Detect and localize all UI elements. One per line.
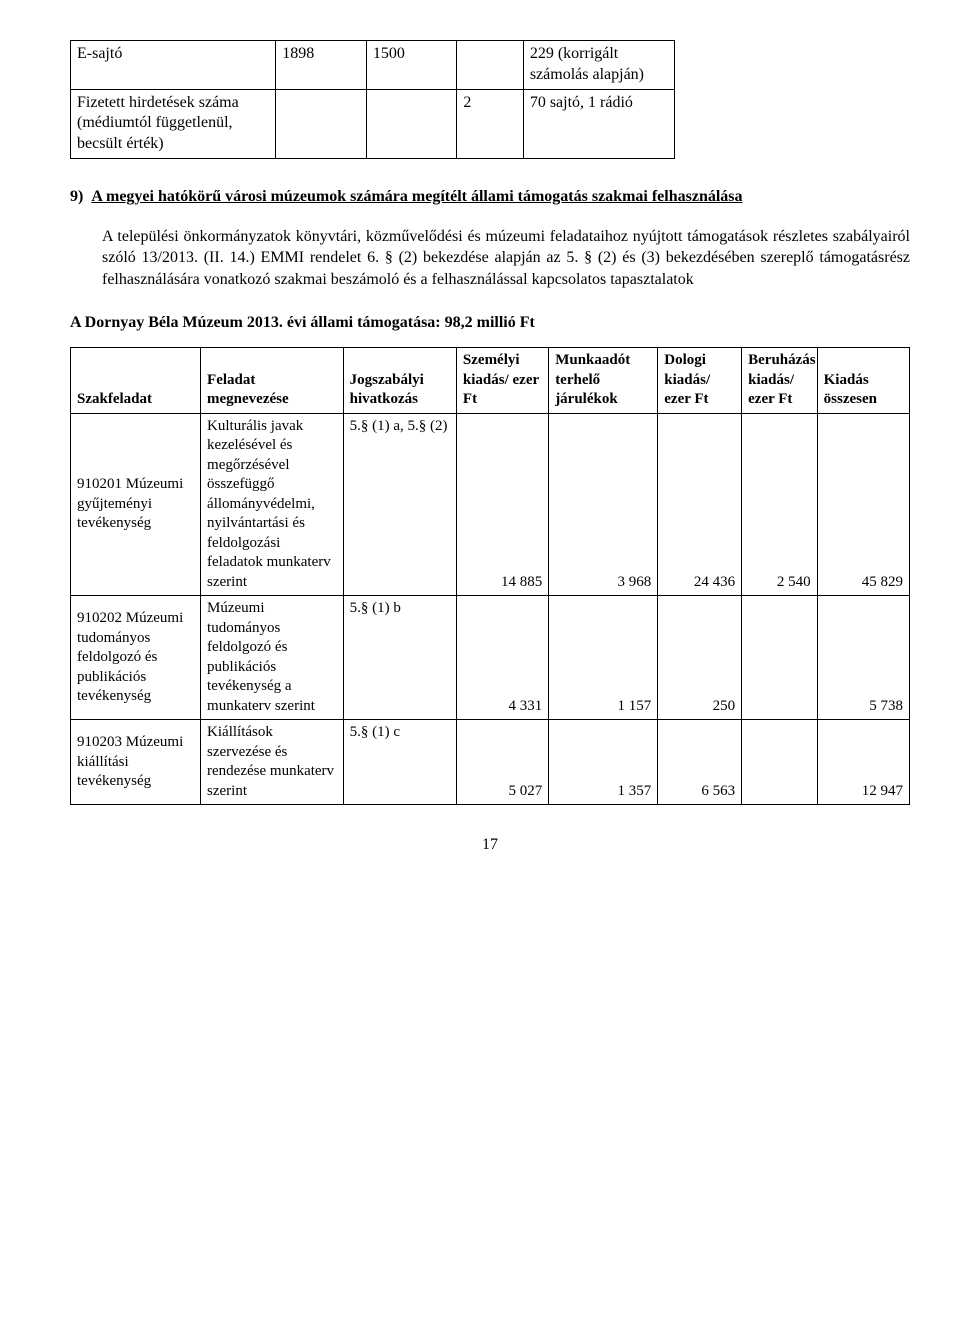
cell: 2: [457, 89, 523, 158]
table-header-row: Szakfeladat Feladat megnevezése Jogszabá…: [71, 348, 910, 414]
cell: [742, 596, 818, 720]
col-dologi: Dologi kiadás/ ezer Ft: [658, 348, 742, 414]
cell: 12 947: [817, 720, 909, 805]
col-szemelyi: Személyi kiadás/ ezer Ft: [456, 348, 548, 414]
cell: 5.§ (1) c: [343, 720, 456, 805]
cell: 910202 Múzeumi tudományos feldolgozó és …: [71, 596, 201, 720]
cell: Fizetett hirdetések száma (médiumtól füg…: [71, 89, 276, 158]
cell: 2 540: [742, 413, 818, 596]
cell: 45 829: [817, 413, 909, 596]
table-row: E-sajtó 1898 1500 229 (korrigált számolá…: [71, 41, 675, 90]
col-beruhazas: Beruházás kiadás/ ezer Ft: [742, 348, 818, 414]
page-number: 17: [70, 835, 910, 856]
col-munkaado: Munkaadót terhelő járulékok: [549, 348, 658, 414]
cell: 5.§ (1) b: [343, 596, 456, 720]
cell: 1 157: [549, 596, 658, 720]
cell: [457, 41, 523, 90]
table-row: 910203 Múzeumi kiállítási tevékenység Ki…: [71, 720, 910, 805]
cell: 910203 Múzeumi kiállítási tevékenység: [71, 720, 201, 805]
cell: 1 357: [549, 720, 658, 805]
subheading: A Dornyay Béla Múzeum 2013. évi állami t…: [70, 313, 910, 334]
section-number: 9): [70, 187, 83, 208]
cell: 250: [658, 596, 742, 720]
section-9-paragraph: A települési önkormányzatok könyvtári, k…: [102, 226, 910, 291]
table-row: 910201 Múzeumi gyűjteményi tevékenység K…: [71, 413, 910, 596]
section-9-heading: 9) A megyei hatókörű városi múzeumok szá…: [70, 187, 910, 208]
media-summary-table: E-sajtó 1898 1500 229 (korrigált számolá…: [70, 40, 675, 159]
cell: Kiállítások szervezése és rendezése munk…: [201, 720, 344, 805]
cell: 1898: [276, 41, 367, 90]
cell: 14 885: [456, 413, 548, 596]
cell: 24 436: [658, 413, 742, 596]
cell: 3 968: [549, 413, 658, 596]
cell: [742, 720, 818, 805]
table-row: 910202 Múzeumi tudományos feldolgozó és …: [71, 596, 910, 720]
col-osszesen: Kiadás összesen: [817, 348, 909, 414]
cell: 5 027: [456, 720, 548, 805]
funding-table: Szakfeladat Feladat megnevezése Jogszabá…: [70, 347, 910, 805]
section-title: A megyei hatókörű városi múzeumok számár…: [91, 187, 742, 208]
cell: 229 (korrigált számolás alapján): [523, 41, 674, 90]
cell: 70 sajtó, 1 rádió: [523, 89, 674, 158]
cell: 4 331: [456, 596, 548, 720]
cell: Kulturális javak kezelésével és megőrzés…: [201, 413, 344, 596]
col-szakfeladat: Szakfeladat: [71, 348, 201, 414]
cell: 6 563: [658, 720, 742, 805]
table-row: Fizetett hirdetések száma (médiumtól füg…: [71, 89, 675, 158]
cell: 1500: [366, 41, 457, 90]
cell: Múzeumi tudományos feldolgozó és publiká…: [201, 596, 344, 720]
cell: 5 738: [817, 596, 909, 720]
col-feladat: Feladat megnevezése: [201, 348, 344, 414]
col-jogszabaly: Jogszabályi hivatkozás: [343, 348, 456, 414]
cell: 910201 Múzeumi gyűjteményi tevékenység: [71, 413, 201, 596]
cell: E-sajtó: [71, 41, 276, 90]
cell: 5.§ (1) a, 5.§ (2): [343, 413, 456, 596]
cell: [366, 89, 457, 158]
cell: [276, 89, 367, 158]
